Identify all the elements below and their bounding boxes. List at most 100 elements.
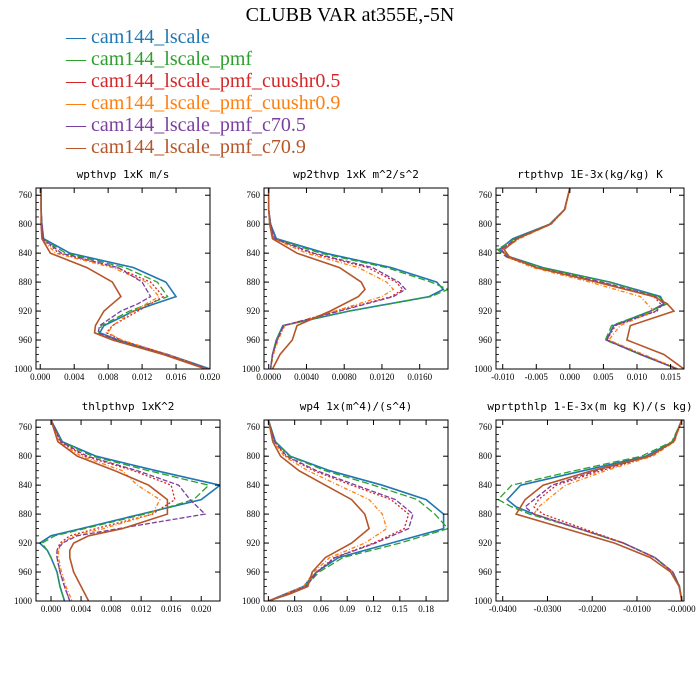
legend-entry: — cam144_lscale_pmf_c70.5 bbox=[66, 114, 340, 136]
legend-swatch: — bbox=[66, 92, 91, 114]
legend-swatch: — bbox=[66, 136, 91, 158]
subplot-2: wp2thvp 1xK m^2/s^2 760 800 840 880 920 960 100… bbox=[242, 168, 449, 382]
series-line bbox=[38, 420, 220, 601]
x-tick-label: 0.0000 bbox=[256, 372, 281, 382]
series-line bbox=[503, 188, 684, 369]
series-line bbox=[514, 420, 683, 601]
legend-swatch: — bbox=[66, 114, 91, 136]
x-tick-label: 0.0040 bbox=[294, 372, 319, 382]
plot-frame bbox=[35, 419, 221, 602]
y-tick-label: 800 bbox=[19, 451, 33, 461]
y-tick-label: 840 bbox=[19, 248, 33, 258]
x-tick-label: 0.000 bbox=[560, 372, 581, 382]
x-tick-label: -0.005 bbox=[525, 372, 549, 382]
legend-swatch: — bbox=[66, 70, 91, 92]
y-tick-label: 840 bbox=[479, 480, 493, 490]
subplot-4: thlpthvp 1xK^2 760 800 840 880 920 960 1000 0.00… bbox=[14, 400, 221, 614]
legend-swatch: — bbox=[66, 26, 91, 48]
series-line bbox=[40, 188, 207, 369]
y-tick-label: 800 bbox=[247, 219, 261, 229]
series-line bbox=[40, 188, 208, 369]
plot-frame bbox=[263, 187, 449, 370]
legend-entry: — cam144_lscale_pmf_cuushr0.5 bbox=[66, 70, 340, 92]
series-line bbox=[267, 188, 366, 369]
y-tick-label: 1000 bbox=[242, 596, 261, 606]
subplot-title: wp2thvp 1xK m^2/s^2 bbox=[293, 168, 419, 181]
subplot-title: rtpthvp 1E-3x(kg/kg) K bbox=[517, 168, 663, 181]
series-line bbox=[267, 420, 410, 601]
x-tick-label: 0.004 bbox=[71, 604, 92, 614]
series-line bbox=[267, 420, 414, 601]
y-tick-label: 920 bbox=[19, 538, 33, 548]
legend-label: cam144_lscale bbox=[91, 26, 210, 48]
x-tick-label: 0.15 bbox=[392, 604, 408, 614]
y-tick-label: 760 bbox=[19, 190, 33, 200]
plot-frame bbox=[495, 419, 685, 602]
y-tick-label: 960 bbox=[19, 335, 33, 345]
x-tick-label: 0.18 bbox=[418, 604, 434, 614]
legend-label: cam144_lscale_pmf_cuushr0.9 bbox=[91, 92, 341, 114]
series-line bbox=[500, 188, 678, 369]
y-tick-label: 1000 bbox=[14, 364, 33, 374]
y-tick-label: 880 bbox=[247, 509, 261, 519]
y-tick-label: 920 bbox=[479, 306, 493, 316]
series-line bbox=[267, 420, 371, 601]
series-line bbox=[268, 188, 395, 369]
y-tick-label: 920 bbox=[247, 538, 261, 548]
subplot-title: thlpthvp 1xK^2 bbox=[82, 400, 175, 413]
y-tick-label: 840 bbox=[479, 248, 493, 258]
y-tick-label: 880 bbox=[479, 277, 493, 287]
y-tick-label: 960 bbox=[19, 567, 33, 577]
y-tick-label: 840 bbox=[247, 480, 261, 490]
x-tick-label: 0.015 bbox=[660, 372, 681, 382]
y-tick-label: 800 bbox=[479, 451, 493, 461]
series-line bbox=[500, 188, 678, 369]
series-line bbox=[533, 420, 683, 601]
y-tick-label: 1000 bbox=[242, 364, 261, 374]
series-line bbox=[50, 420, 176, 601]
x-tick-label: 0.000 bbox=[30, 372, 51, 382]
legend-entry: — cam144_lscale_pmf_c70.9 bbox=[66, 136, 340, 158]
y-tick-label: 920 bbox=[247, 306, 261, 316]
y-tick-label: 960 bbox=[479, 335, 493, 345]
series-line bbox=[268, 188, 448, 369]
x-tick-label: 0.0120 bbox=[370, 372, 395, 382]
y-tick-label: 800 bbox=[19, 219, 33, 229]
legend-label: cam144_lscale_pmf_c70.5 bbox=[91, 114, 306, 136]
x-tick-label: 0.005 bbox=[593, 372, 614, 382]
x-tick-label: 0.016 bbox=[166, 372, 187, 382]
subplot-3: rtpthvp 1E-3x(kg/kg) K 760 800 840 880 920 960… bbox=[474, 168, 685, 382]
x-tick-label: 0.000 bbox=[41, 604, 62, 614]
y-tick-label: 800 bbox=[479, 219, 493, 229]
x-tick-label: 0.06 bbox=[313, 604, 329, 614]
subplot-5: wp4 1x(m^4)/(s^4)76080084088092096010000… bbox=[242, 400, 449, 614]
plot-frame bbox=[495, 187, 685, 370]
series-line bbox=[267, 420, 448, 601]
y-tick-label: 960 bbox=[247, 335, 261, 345]
y-tick-label: 920 bbox=[479, 538, 493, 548]
y-tick-label: 880 bbox=[19, 277, 33, 287]
x-tick-label: 0.012 bbox=[131, 604, 151, 614]
x-tick-label: 0.12 bbox=[366, 604, 382, 614]
x-tick-label: 0.09 bbox=[339, 604, 355, 614]
y-tick-label: 840 bbox=[19, 480, 33, 490]
y-tick-label: 920 bbox=[19, 306, 33, 316]
y-tick-label: 760 bbox=[479, 190, 493, 200]
subplot-6: wprtpthlp 1-E-3x(m kg K)/(s kg) 760 800 840… bbox=[474, 400, 696, 614]
figure-title: CLUBB VAR at355E,-5N bbox=[245, 4, 455, 26]
legend-label: cam144_lscale_pmf_cuushr0.5 bbox=[91, 70, 341, 92]
subplot-title: wp4 1x(m^4)/(s^4) bbox=[300, 400, 413, 413]
x-tick-label: 0.020 bbox=[191, 604, 212, 614]
legend-label: cam144_lscale_pmf bbox=[91, 48, 253, 70]
y-tick-label: 1000 bbox=[474, 596, 493, 606]
series-line bbox=[40, 188, 209, 369]
x-tick-label: 0.008 bbox=[98, 372, 119, 382]
legend-entry: — cam144_lscale_pmf bbox=[66, 48, 340, 70]
y-tick-label: 800 bbox=[247, 451, 261, 461]
legend-label: cam144_lscale_pmf_c70.9 bbox=[91, 136, 306, 158]
x-tick-label: -0.0000 bbox=[668, 604, 696, 614]
subplot-title: wpthvp 1xK m/s bbox=[77, 168, 170, 181]
x-tick-label: -0.0100 bbox=[623, 604, 651, 614]
subplot-title: wprtpthlp 1-E-3x(m kg K)/(s kg) bbox=[487, 400, 692, 413]
